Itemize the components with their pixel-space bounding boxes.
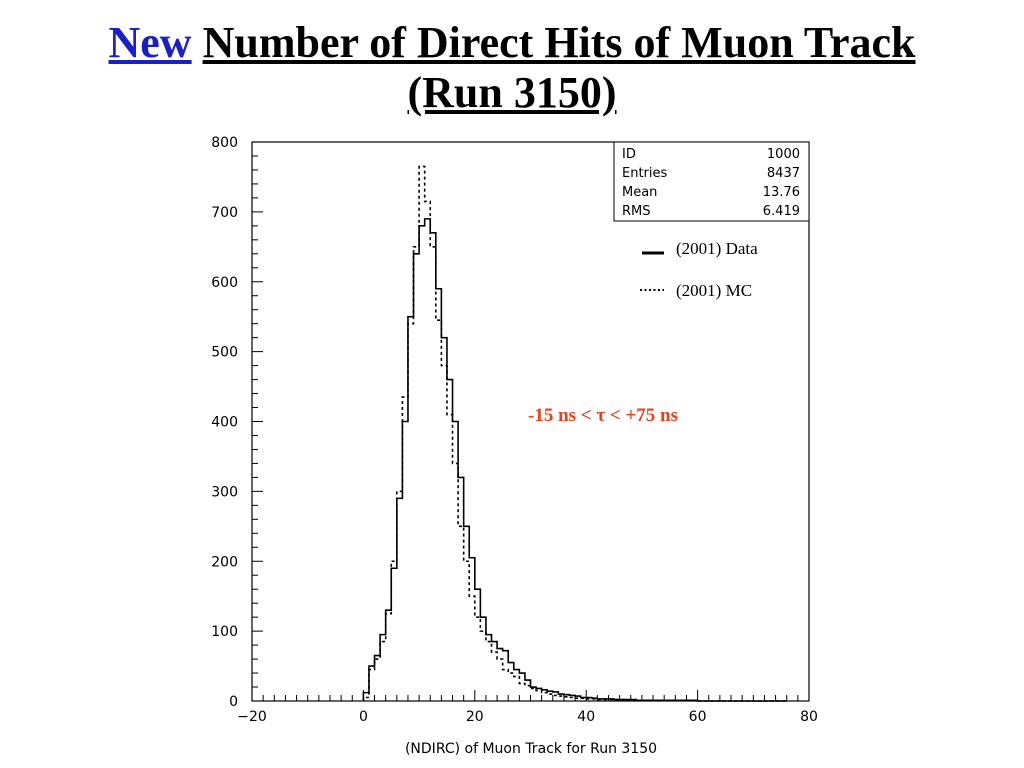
y-tick-label: 700 [211,205,238,221]
stats-label-mean: Mean [622,185,657,200]
stats-value-entries: 8437 [767,166,800,181]
y-tick-label: 0 [229,694,238,710]
stats-value-id: 1000 [767,147,800,162]
time-window-annotation: -15 ns < τ < +75 ns [528,405,678,426]
y-tick-label: 300 [211,484,238,500]
stats-box: ID 1000 Entries 8437 Mean 13.76 RMS 6.41… [613,141,810,222]
y-tick-label: 200 [211,554,238,570]
title-main: Number of Direct Hits of Muon Track [202,18,916,67]
x-tick-label: 0 [359,709,368,725]
y-tick-label: 600 [211,275,238,291]
stats-label-rms: RMS [622,204,651,219]
legend: (2001) Data (2001) MC [640,239,758,300]
stats-value-rms: 6.419 [763,204,800,219]
y-tick-label: 100 [211,624,238,640]
slide-title: New Number of Direct Hits of Muon Track … [0,18,1024,118]
stats-label-id: ID [622,147,636,162]
stats-value-mean: 13.76 [763,185,800,200]
mc-histogram-line [362,165,787,702]
x-tick-label: 20 [466,709,484,725]
legend-data-label: (2001) Data [676,239,758,258]
x-tick-label: 60 [689,709,707,725]
x-axis-label: (NDIRC) of Muon Track for Run 3150 [405,741,657,757]
y-tick-label: 400 [211,415,238,431]
data-histogram-line [362,218,787,702]
title-new-word: New [108,18,192,67]
y-tick-label: 800 [211,135,238,151]
x-tick-label: 40 [577,709,595,725]
stats-label-entries: Entries [622,166,668,181]
x-tick-label: 80 [800,709,818,725]
legend-mc-label: (2001) MC [676,281,752,300]
title-run: (Run 3150) [407,68,617,117]
x-tick-label: −20 [237,709,267,725]
y-tick-label: 500 [211,345,238,361]
